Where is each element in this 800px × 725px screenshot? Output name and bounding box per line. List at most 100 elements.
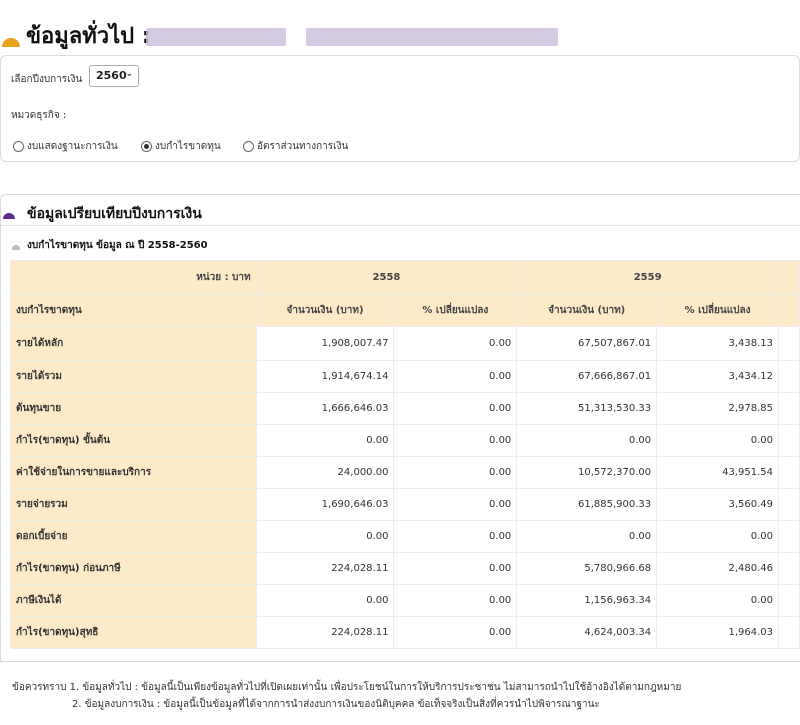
row-label: รายได้รวม <box>10 360 257 393</box>
table-cell: 24,000.00 <box>255 456 395 489</box>
table-cell-cut <box>777 424 800 457</box>
radio-circle-icon <box>13 141 24 152</box>
fiscal-year-value: 2560 <box>96 69 127 82</box>
table-cell: 3,434.12 <box>656 360 779 393</box>
comparison-table: หน่วย : บาท 2558 2559 งบกำไรขาดทุน จำนวน… <box>10 260 800 649</box>
redacted-company-name <box>146 28 286 46</box>
radio-financial-ratios[interactable]: อัตราส่วนทางการเงิน <box>243 139 348 154</box>
table-row: ค่าใช้จ่ายในการขายและบริการ 24,000.00 0.00… <box>10 456 800 489</box>
unit-label: หน่วย : บาท <box>10 260 257 295</box>
table-cell-cut <box>777 326 800 361</box>
table-cell: 10,572,370.00 <box>516 456 658 489</box>
section-subtitle: งบกำไรขาดทุน ข้อมูล ณ ปี 2558-2560 <box>27 240 208 251</box>
year-header-cut <box>777 260 800 295</box>
row-label: รายจ่ายรวม <box>10 488 257 521</box>
row-label: ต้นทุนขาย <box>10 392 257 425</box>
table-row: รายจ่ายรวม 1,690,646.03 0.00 61,885,900.33 3… <box>10 488 800 521</box>
table-cell: 224,028.11 <box>255 616 395 649</box>
radio-circle-icon <box>243 141 254 152</box>
subtitle-accent <box>12 245 20 250</box>
table-cell: 0.00 <box>393 520 518 553</box>
row-label: กำไร(ขาดทุน) ก่อนภาษี <box>10 552 257 585</box>
table-cell: 2,480.46 <box>656 552 779 585</box>
radio-label: งบแสดงฐานะการเงิน <box>27 141 118 152</box>
table-cell: 4,624,003.34 <box>516 616 658 649</box>
table-cell-cut <box>777 360 800 393</box>
table-cell: 0.00 <box>516 520 658 553</box>
fiscal-year-select[interactable]: 2560 ⌄ <box>89 65 139 87</box>
table-cell: 2,978.85 <box>656 392 779 425</box>
chevron-down-icon: ⌄ <box>125 69 133 79</box>
table-cell: 0.00 <box>656 520 779 553</box>
redacted-company-id <box>306 28 558 46</box>
table-row: กำไร(ขาดทุน) ขั้นต้น 0.00 0.00 0.00 0.00 <box>10 424 800 457</box>
table-cell-cut <box>777 488 800 521</box>
table-cell-cut <box>777 520 800 553</box>
table-cell-cut <box>777 584 800 617</box>
table-cell: 0.00 <box>255 520 395 553</box>
comparison-section: ข้อมูลเปรียบเทียบปีงบการเงิน งบกำไรขาดทุ… <box>0 194 800 662</box>
table-cell: 5,780,966.68 <box>516 552 658 585</box>
table-cell: 0.00 <box>656 424 779 457</box>
table-cell: 61,885,900.33 <box>516 488 658 521</box>
column-header: จำนวนเงิน (บาท) <box>255 294 395 327</box>
table-row: กำไร(ขาดทุน)สุทธิ 224,028.11 0.00 4,624,003… <box>10 616 800 649</box>
table-cell: 67,666,867.01 <box>516 360 658 393</box>
table-cell: 1,156,963.34 <box>516 584 658 617</box>
table-cell: 43,951.54 <box>656 456 779 489</box>
table-cell: 0.00 <box>255 424 395 457</box>
column-header: จำนวนเงิน (บาท) <box>516 294 658 327</box>
header-accent <box>2 38 20 47</box>
table-cell: 0.00 <box>393 424 518 457</box>
table-cell: 0.00 <box>393 552 518 585</box>
category-label: หมวดธุรกิจ : <box>11 110 67 121</box>
table-cell: 0.00 <box>393 616 518 649</box>
table-cell: 1,914,674.14 <box>255 360 395 393</box>
table-cell: 1,666,646.03 <box>255 392 395 425</box>
table-cell: 0.00 <box>393 360 518 393</box>
row-label: ภาษีเงินได้ <box>10 584 257 617</box>
table-row: รายได้หลัก 1,908,007.47 0.00 67,507,867.01 3… <box>10 326 800 361</box>
column-header-cut <box>777 294 800 327</box>
page-title: ข้อมูลทั่วไป : <box>26 24 151 49</box>
table-cell-cut <box>777 552 800 585</box>
table-cell: 0.00 <box>656 584 779 617</box>
row-label: ดอกเบี้ยจ่าย <box>10 520 257 553</box>
page-header: ข้อมูลทั่วไป : <box>0 14 800 54</box>
table-cell: 1,690,646.03 <box>255 488 395 521</box>
table-row: ดอกเบี้ยจ่าย 0.00 0.00 0.00 0.00 <box>10 520 800 553</box>
footnote: 2. ข้อมูลงบการเงิน : ข้อมูลนี้เป็นข้อมูล… <box>72 699 600 710</box>
year-header: 2558 <box>255 260 518 295</box>
fiscal-year-label: เลือกปีงบการเงิน <box>11 74 83 85</box>
radio-income-statement[interactable]: งบกำไรขาดทุน <box>141 139 221 154</box>
table-cell: 0.00 <box>393 392 518 425</box>
row-label: ค่าใช้จ่ายในการขายและบริการ <box>10 456 257 489</box>
radio-balance-sheet[interactable]: งบแสดงฐานะการเงิน <box>13 139 118 154</box>
table-cell: 224,028.11 <box>255 552 395 585</box>
table-cell-cut <box>777 392 800 425</box>
table-row: รายได้รวม 1,914,674.14 0.00 67,666,867.01 3,… <box>10 360 800 393</box>
table-cell: 0.00 <box>393 488 518 521</box>
year-header: 2559 <box>516 260 779 295</box>
row-label: รายได้หลัก <box>10 326 257 361</box>
table-cell: 0.00 <box>255 584 395 617</box>
row-label: กำไร(ขาดทุน)สุทธิ <box>10 616 257 649</box>
filter-panel: เลือกปีงบการเงิน 2560 ⌄ หมวดธุรกิจ : งบแ… <box>0 55 800 162</box>
row-label: กำไร(ขาดทุน) ขั้นต้น <box>10 424 257 457</box>
table-cell: 0.00 <box>393 584 518 617</box>
table-row: ต้นทุนขาย 1,666,646.03 0.00 51,313,530.33 2,… <box>10 392 800 425</box>
radio-checked-icon <box>141 141 152 152</box>
table-row: กำไร(ขาดทุน) ก่อนภาษี 224,028.11 0.00 5,780… <box>10 552 800 585</box>
section-divider <box>1 225 800 226</box>
table-body: รายได้หลัก 1,908,007.47 0.00 67,507,867.01 3… <box>10 326 800 649</box>
row-header: งบกำไรขาดทุน <box>10 294 257 327</box>
table-cell: 3,438.13 <box>656 326 779 361</box>
table-cell: 0.00 <box>393 456 518 489</box>
radio-label: อัตราส่วนทางการเงิน <box>257 141 349 152</box>
table-column-row: งบกำไรขาดทุน จำนวนเงิน (บาท) % เปลี่ยนแป… <box>10 294 800 327</box>
section-title: ข้อมูลเปรียบเทียบปีงบการเงิน <box>27 206 202 222</box>
section-accent <box>3 213 15 219</box>
table-cell: 1,964.03 <box>656 616 779 649</box>
table-row: ภาษีเงินได้ 0.00 0.00 1,156,963.34 0.00 <box>10 584 800 617</box>
footnote: ข้อควรทราบ 1. ข้อมูลทั่วไป : ข้อมูลนี้เป… <box>12 682 682 693</box>
